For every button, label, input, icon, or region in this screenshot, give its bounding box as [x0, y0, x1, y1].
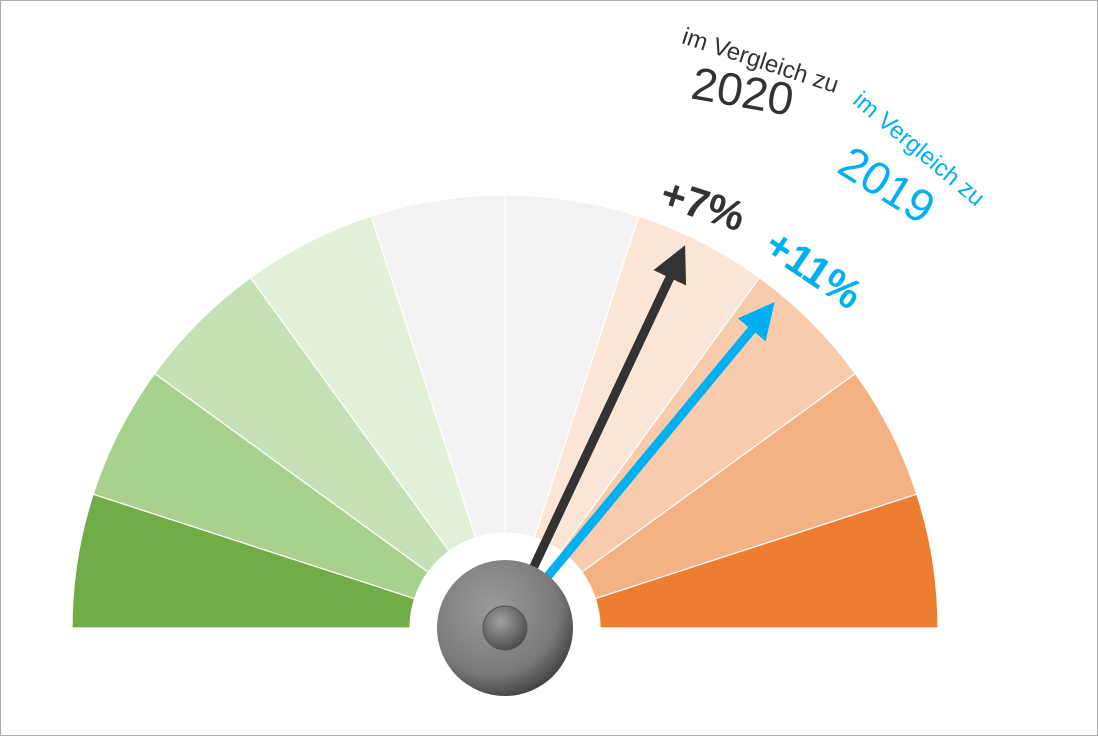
gauge-band [594, 493, 939, 629]
needle [533, 302, 775, 593]
hub-knob [482, 605, 528, 651]
needle [522, 245, 687, 585]
